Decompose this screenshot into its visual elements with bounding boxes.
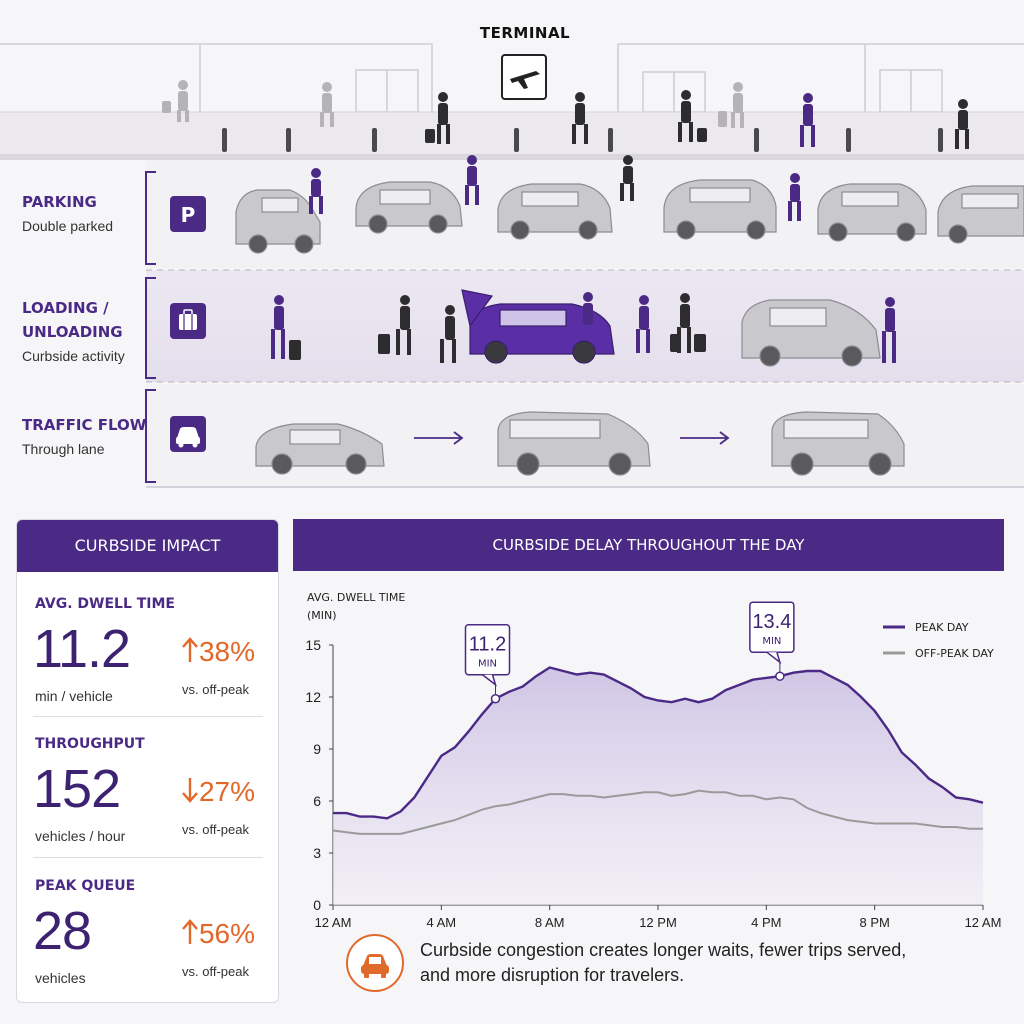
series-line-peak-day [333,666,984,820]
legend-label: OFF-PEAK DAY [915,647,994,660]
annotation-value: 13.4 [752,611,791,633]
metric-label: AVG. DWELL TIME [35,596,175,612]
x-tick-label: 12 PM [639,915,677,930]
svg-text:P: P [181,203,196,227]
divider [33,716,263,717]
chart-title: CURBSIDE DELAY THROUGHOUT THE DAY [293,519,1004,571]
delay-chart: AVG. DWELL TIME (MIN) 0 3 6 9 12 15 12 AM 4 AM 8… [305,591,1002,930]
car-icon [346,934,404,992]
arrow-down-icon [182,778,198,803]
footnote-line-1: Curbside congestion creates longer waits… [420,940,907,960]
traffic-arrows [414,431,730,445]
peak-area-fill [333,667,983,905]
y-tick-label: 9 [313,741,321,757]
metric-dwell-time: AVG. DWELL TIME 11.2 min / vehicle 38% v… [33,596,263,736]
y-axis-label-line-2: (MIN) [307,609,337,622]
footnote-line-2: and more disruption for travelers. [420,965,685,985]
lane-title-line-1: LOADING / [22,299,109,317]
lane-label-loading: LOADING / UNLOADING Curbside activity [22,296,125,364]
curb [0,154,1024,160]
metric-delta: 38% [181,636,255,668]
parking-lane-people [309,155,801,221]
curbside-scene: P [0,0,1024,490]
metric-value: 11.2 [33,619,131,679]
metric-unit: min / vehicle [35,688,113,704]
bollards [222,128,943,152]
car-icon [170,416,206,452]
arrow-up-icon [182,919,198,944]
footnote: Curbside congestion creates longer waits… [346,934,946,994]
metric-value: 28 [33,901,92,961]
y-axis-label-line-1: AVG. DWELL TIME [307,591,405,604]
lane-label-traffic: TRAFFIC FLOW Through lane [22,413,146,457]
legend-label: PEAK DAY [915,621,969,634]
delay-chart-card: CURBSIDE DELAY THROUGHOUT THE DAY AVG. D… [293,519,1004,1003]
metric-delta-value: 27% [198,776,255,807]
lane-brackets [145,171,156,483]
annotation-marker [775,671,785,681]
plot-area: 0 3 6 9 12 15 12 AM 4 AM 8 AM 12 PM 4 PM 8 PM 12 AM P… [305,601,1002,930]
annotation-value: 11.2 [469,634,506,656]
metric-note: vs. off-peak [182,682,249,697]
metric-delta: 27% [181,776,255,808]
y-tick-label: 12 [305,689,321,705]
x-tick-label: 4 AM [427,915,457,930]
annotation-unit: MIN [478,659,497,670]
terminal-building [0,43,1024,113]
divider [33,857,263,858]
loading-lane-people [271,292,896,363]
metric-label: THROUGHPUT [35,736,145,752]
lane-title-line-2: UNLOADING [22,323,123,341]
lane-subtitle: Through lane [22,441,105,457]
arrow-up-icon [182,637,198,662]
x-tick-label: 4 PM [751,915,781,930]
metric-unit: vehicles / hour [35,828,126,844]
footnote-text: Curbside congestion creates longer waits… [420,938,906,988]
metric-value: 152 [33,759,121,819]
annotation-pointer [766,651,782,665]
airplane-icon [501,54,547,100]
lane-subtitle: Double parked [22,218,114,234]
terminal-label: TERMINAL [479,24,571,42]
y-tick-label: 6 [313,793,321,809]
y-tick-label: 15 [305,637,321,653]
lane-subtitle: Curbside activity [22,348,125,364]
metric-note: vs. off-peak [182,822,249,837]
parked-cars [235,179,1024,254]
metric-delta-value: 56% [198,918,255,949]
curbside-illustration: P [0,43,1024,488]
y-tick-label: 0 [313,897,321,913]
loading-cars [461,289,881,367]
x-tick-label: 8 PM [859,915,889,930]
series-line-off-peak-day [332,789,983,835]
metric-delta: 56% [181,918,255,950]
metric-label: PEAK QUEUE [35,878,136,894]
annotation-pointer [482,674,497,687]
parking-icon: P [170,196,206,232]
x-tick-label: 8 AM [535,915,565,930]
pedestrians-sidewalk [162,80,969,149]
curbside-impact-card: CURBSIDE IMPACT AVG. DWELL TIME 11.2 min… [16,519,279,1003]
annotation-marker [490,693,501,704]
luggage-icon [170,303,206,339]
metric-unit: vehicles [35,970,86,986]
metric-peak-queue: PEAK QUEUE 28 vehicles 56% vs. off-peak [33,878,263,1002]
lane-label-parking: PARKING Double parked [22,190,113,234]
x-tick-label: 12 AM [965,915,1002,930]
impact-title: CURBSIDE IMPACT [17,520,278,572]
moving-cars [255,411,905,476]
metric-delta-value: 38% [198,636,255,667]
sidewalk [0,112,1024,156]
metric-note: vs. off-peak [182,964,249,979]
lane-title: TRAFFIC FLOW [22,416,147,434]
metric-throughput: THROUGHPUT 152 vehicles / hour 27% vs. o… [33,736,263,876]
lane-title: PARKING [22,193,97,211]
annotation-unit: MIN [762,636,781,647]
x-tick-label: 12 AM [315,915,352,930]
y-tick-label: 3 [313,845,321,861]
